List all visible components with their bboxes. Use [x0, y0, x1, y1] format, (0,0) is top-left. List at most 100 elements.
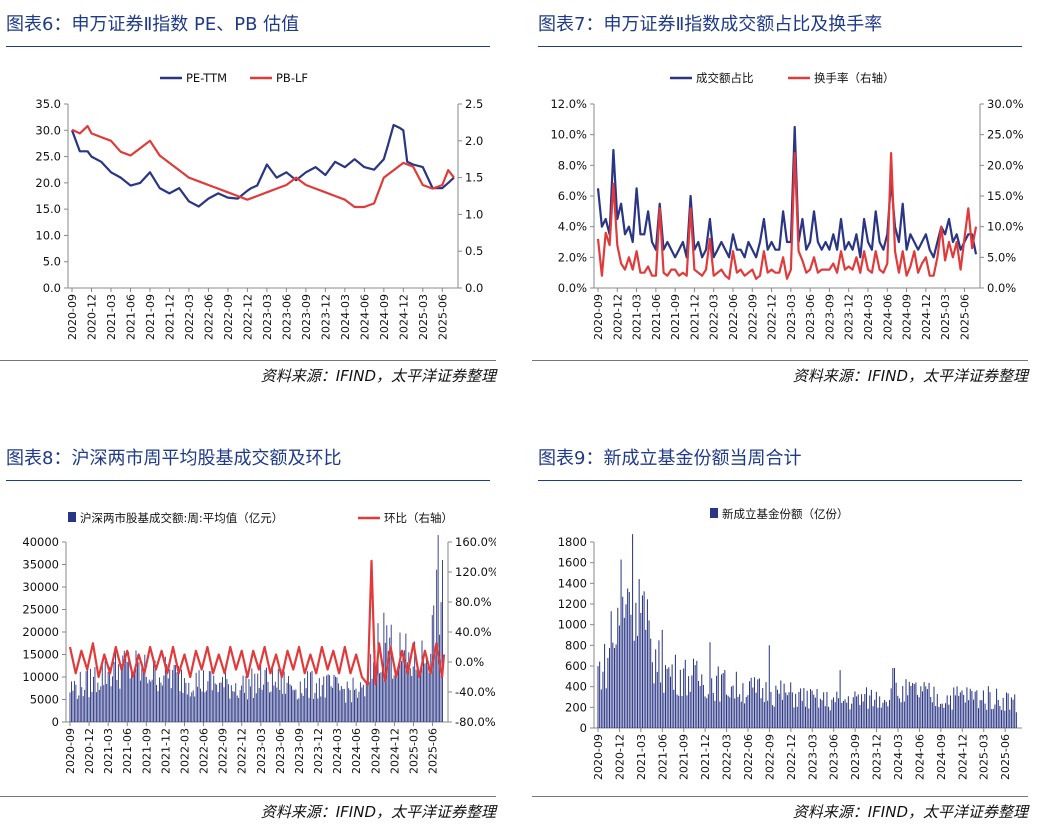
bar: [345, 702, 347, 722]
x-tick-label: 2023-09: [293, 728, 306, 774]
bar: [298, 698, 300, 722]
bar: [357, 697, 358, 722]
bar: [295, 689, 297, 722]
bar: [964, 702, 966, 728]
bar: [408, 652, 410, 722]
x-tick-label: 2022-12: [236, 728, 249, 774]
bar: [821, 700, 823, 728]
y-tick-label: 0.0%: [558, 281, 587, 295]
bar: [887, 706, 889, 728]
bar: [204, 692, 206, 722]
bar: [969, 688, 971, 728]
x-tick-label: 2024-06: [881, 294, 894, 340]
bar: [915, 682, 917, 728]
chart-source: 资料来源：IFIND，太平洋证券整理: [532, 796, 1028, 825]
bar: [1015, 712, 1017, 728]
bar: [333, 674, 335, 722]
bar: [241, 685, 243, 722]
bar: [599, 661, 601, 728]
bar: [696, 660, 698, 728]
bar: [734, 698, 736, 728]
bar: [131, 666, 133, 722]
bar: [982, 690, 984, 728]
bar: [880, 707, 882, 728]
bar: [740, 701, 742, 728]
bar: [813, 694, 815, 728]
x-tick-label: 2023-03: [806, 734, 819, 780]
bar: [895, 682, 897, 728]
x-tick-label: 2024-06: [913, 734, 926, 780]
bar: [790, 682, 792, 728]
bar: [175, 664, 177, 722]
x-tick-label: 2022-12: [766, 294, 779, 340]
bar: [961, 690, 963, 728]
bar: [786, 695, 788, 728]
bar: [159, 677, 160, 722]
bar: [271, 665, 273, 722]
x-tick-label: 2025-03: [939, 294, 952, 340]
x-tick-label: 2020-12: [83, 728, 96, 774]
bar: [403, 650, 405, 722]
bar: [749, 681, 751, 728]
x-tick-label: 2022-09: [746, 294, 759, 340]
bar: [921, 691, 923, 728]
bar: [1014, 694, 1016, 728]
bar: [76, 698, 78, 722]
y-tick-label: 35000: [22, 558, 59, 572]
x-tick-label: 2024-09: [901, 294, 914, 340]
x-tick-label: 2023-06: [804, 294, 817, 340]
x-tick-label: 2022-06: [198, 728, 211, 774]
bar: [151, 679, 153, 722]
bar: [277, 669, 279, 722]
bar: [332, 687, 333, 722]
bar: [818, 707, 820, 728]
legend-label: 成交额占比: [696, 71, 754, 85]
x-tick-label: 2024-03: [862, 294, 875, 340]
bar: [395, 672, 397, 722]
bar: [150, 681, 152, 722]
bar: [945, 703, 947, 728]
x-tick-label: 2025-06: [999, 734, 1012, 780]
bar: [283, 671, 285, 722]
bar: [865, 687, 867, 728]
bar: [182, 692, 184, 722]
x-tick-label: 2023-03: [261, 294, 274, 340]
bar: [311, 670, 313, 722]
bar: [266, 667, 267, 722]
bar: [238, 698, 240, 722]
bar: [122, 655, 124, 722]
bar: [217, 692, 219, 722]
bar: [402, 650, 404, 722]
bar: [112, 676, 113, 722]
bar: [875, 691, 877, 728]
x-tick-label: 2024-12: [388, 728, 401, 774]
bar: [778, 693, 780, 728]
bar: [725, 694, 727, 728]
y-tick-label: 40000: [22, 535, 59, 549]
x-tick-label: 2023-06: [280, 294, 293, 340]
bar: [251, 668, 253, 722]
bar: [207, 681, 209, 722]
bar: [742, 683, 744, 728]
bar: [847, 696, 849, 728]
bar: [783, 683, 785, 728]
x-tick-label: 2022-03: [183, 294, 196, 340]
bar: [702, 684, 704, 728]
chart-source: 资料来源：IFIND，太平洋证券整理: [0, 360, 496, 389]
bar: [242, 675, 244, 722]
y-tick-label: 400: [565, 680, 587, 694]
bar: [126, 661, 128, 722]
bar: [912, 682, 914, 728]
x-tick-label: 2022-09: [763, 734, 776, 780]
bar: [879, 696, 881, 728]
bar: [355, 688, 357, 722]
bar: [103, 685, 105, 722]
x-tick-label: 2020-09: [592, 734, 605, 780]
bar: [72, 690, 74, 722]
bar: [781, 699, 783, 728]
bar: [739, 694, 741, 728]
bar: [633, 640, 635, 728]
bar: [107, 671, 109, 722]
bar: [706, 698, 708, 728]
y-tick-label: 1600: [558, 556, 587, 570]
